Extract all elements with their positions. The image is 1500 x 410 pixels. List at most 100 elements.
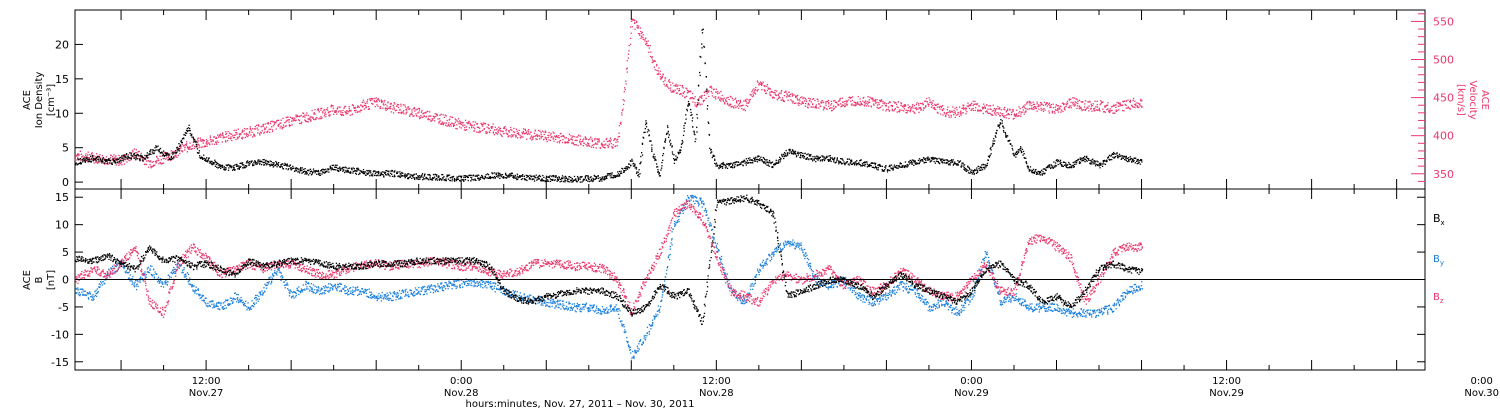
velocity-point	[910, 108, 912, 110]
density-point	[192, 137, 195, 140]
density-point	[445, 178, 447, 180]
velocity-point	[181, 143, 183, 146]
velocity-point	[184, 146, 186, 148]
density-point	[639, 173, 641, 175]
velocity-point	[989, 112, 991, 115]
velocity-point	[742, 109, 744, 111]
velocity-point	[1029, 101, 1032, 103]
velocity-point	[89, 153, 91, 156]
velocity-point	[800, 96, 802, 99]
velocity-point	[486, 126, 488, 128]
velocity-point	[678, 90, 680, 92]
velocity-point	[532, 138, 534, 140]
density-point	[309, 168, 312, 170]
velocity-point	[868, 99, 871, 101]
density-point	[103, 162, 105, 164]
velocity-point	[397, 111, 400, 114]
velocity-point	[592, 146, 595, 149]
density-point	[474, 178, 476, 180]
velocity-point	[657, 70, 659, 72]
velocity-point	[170, 150, 172, 152]
velocity-point	[801, 96, 803, 98]
velocity-point	[376, 104, 378, 106]
velocity-point	[948, 116, 950, 118]
velocity-point	[550, 132, 552, 135]
density-point	[566, 178, 569, 180]
velocity-point	[381, 100, 383, 102]
density-point	[330, 167, 332, 169]
density-point	[221, 164, 224, 166]
density-point	[309, 172, 311, 175]
velocity-point	[1091, 104, 1093, 107]
density-point	[398, 175, 400, 177]
velocity-point	[582, 145, 585, 147]
density-point	[956, 164, 958, 166]
velocity-point	[870, 106, 872, 108]
velocity-point	[455, 127, 457, 130]
velocity-point	[460, 127, 462, 129]
velocity-point	[839, 99, 841, 102]
density-point	[105, 158, 107, 161]
velocity-point	[383, 104, 385, 106]
velocity-point	[389, 107, 392, 110]
density-point	[225, 168, 227, 170]
density-point	[682, 134, 685, 137]
density-point	[560, 178, 562, 181]
velocity-point	[977, 110, 979, 112]
velocity-point	[791, 95, 794, 97]
density-point	[538, 178, 540, 180]
velocity-point	[300, 114, 302, 117]
velocity-point	[499, 133, 501, 135]
velocity-point	[404, 106, 406, 108]
density-point	[572, 180, 575, 182]
velocity-point	[537, 134, 539, 136]
density-point	[915, 163, 917, 165]
density-point	[988, 156, 991, 158]
density-point	[701, 29, 703, 31]
density-point	[712, 154, 715, 156]
velocity-point	[213, 143, 216, 145]
velocity-point	[742, 104, 744, 107]
velocity-point	[251, 131, 253, 133]
b-tick-label: 5	[62, 246, 69, 259]
density-point	[713, 155, 716, 157]
velocity-point	[967, 102, 969, 104]
velocity-point	[954, 107, 956, 109]
velocity-point	[1128, 107, 1131, 110]
density-point	[696, 113, 698, 116]
density-point	[397, 175, 399, 177]
velocity-point	[625, 68, 628, 70]
density-point	[323, 169, 326, 171]
velocity-point	[646, 44, 648, 47]
density-point	[311, 173, 313, 175]
velocity-point	[90, 152, 93, 155]
density-point	[155, 145, 157, 147]
velocity-point	[918, 107, 920, 109]
density-point	[124, 156, 126, 158]
velocity-point	[1127, 106, 1129, 108]
velocity-point	[687, 90, 690, 92]
density-point	[909, 160, 911, 162]
velocity-point	[462, 124, 464, 126]
velocity-point	[383, 101, 385, 103]
density-point	[470, 176, 472, 179]
velocity-point	[332, 105, 334, 107]
density-point	[316, 170, 319, 173]
velocity-point	[323, 113, 326, 115]
velocity-point	[1098, 109, 1100, 111]
velocity-point	[116, 159, 118, 162]
velocity-point	[268, 128, 270, 130]
velocity-point	[726, 97, 728, 99]
velocity-point	[313, 112, 315, 114]
velocity-point	[669, 81, 671, 83]
velocity-point	[745, 99, 747, 101]
velocity-point	[587, 145, 589, 147]
density-point	[240, 165, 242, 168]
velocity-point	[741, 107, 743, 110]
density-point	[834, 162, 836, 164]
density-point	[77, 164, 79, 166]
velocity-point	[245, 135, 248, 137]
density-point	[92, 156, 94, 158]
density-point	[120, 160, 122, 162]
